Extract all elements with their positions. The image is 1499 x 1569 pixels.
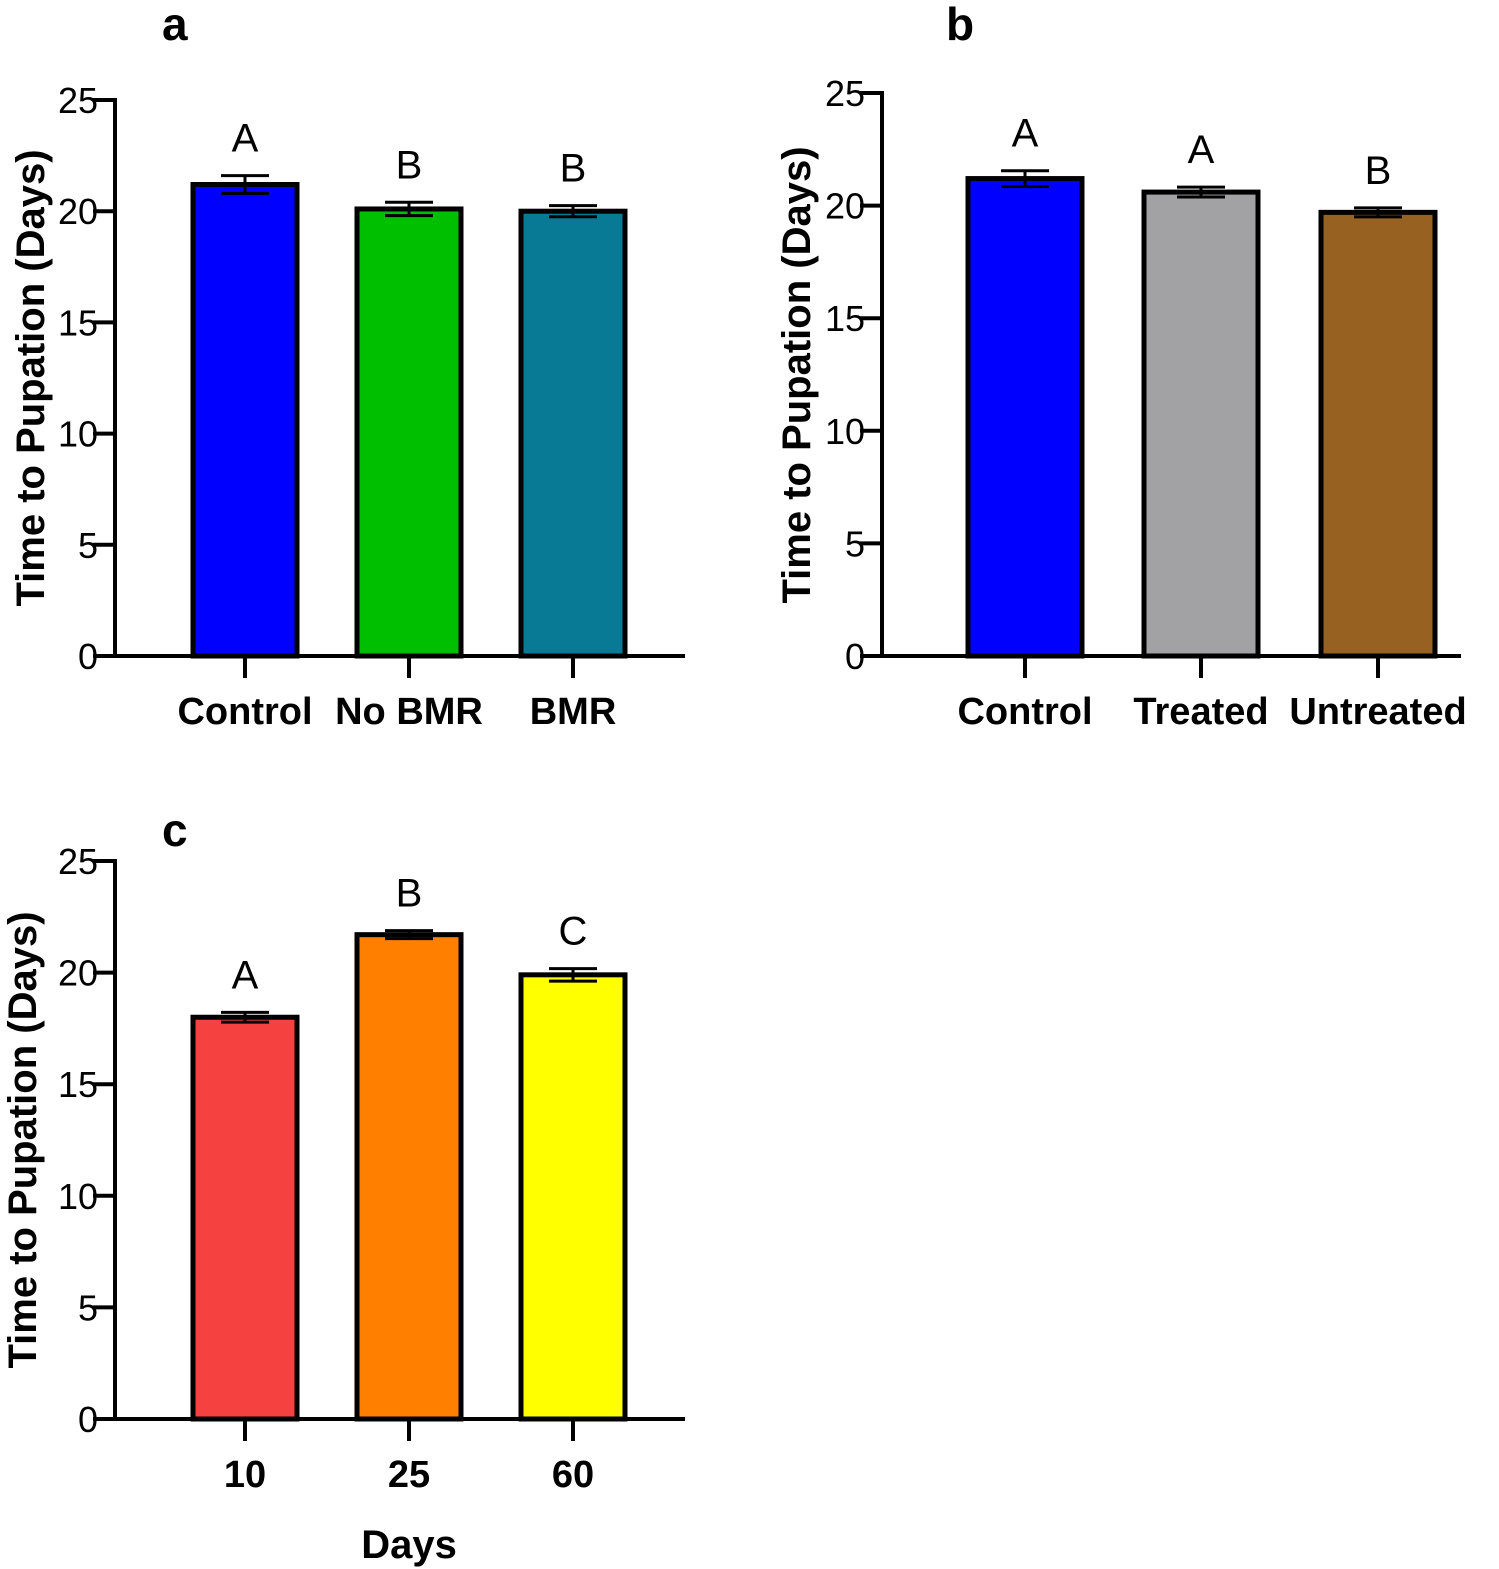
panel-a-y-tick-label-25: 25 bbox=[58, 80, 98, 121]
panel-a-bar-2 bbox=[354, 206, 464, 659]
panel-a-y-tick-label-15: 15 bbox=[58, 302, 98, 343]
panel-b-significance-label-3: B bbox=[1365, 149, 1392, 193]
panel-b-bar-2 bbox=[1141, 189, 1261, 659]
panel-c-y-tick-label-25: 25 bbox=[58, 841, 98, 882]
panel-c-y-tick-label-5: 5 bbox=[78, 1287, 98, 1328]
panel-a-y-tick-label-5: 5 bbox=[78, 525, 98, 566]
panel-c-x-tick-label-2: 25 bbox=[388, 1454, 430, 1496]
panel-c-y-tick-label-0: 0 bbox=[78, 1399, 98, 1440]
panel-b-y-axis-title: Time to Pupation (Days) bbox=[775, 146, 819, 603]
panel-b-y-tick-label-20: 20 bbox=[825, 186, 865, 227]
panel-c-bar-1 bbox=[190, 1014, 300, 1422]
panel-b: b Time to Pupation (Days) A Control A Treat… bbox=[775, 0, 1467, 733]
panel-a-y-axis-title: Time to Pupation (Days) bbox=[9, 149, 53, 606]
panel-b-significance-label-1: A bbox=[1012, 112, 1039, 156]
panel-a-bar-3 bbox=[518, 208, 628, 659]
panel-a-x-tick-label-3: BMR bbox=[530, 691, 617, 733]
panel-c: c Time to Pupation (Days) Days A 10 B 25 C 60… bbox=[1, 804, 685, 1567]
panel-a: a Time to Pupation (Days) A Control B No BM… bbox=[9, 0, 685, 733]
panel-c-x-tick-label-3: 60 bbox=[552, 1454, 594, 1496]
panel-b-y-tick-label-15: 15 bbox=[825, 298, 865, 339]
panel-c-significance-label-3: C bbox=[559, 910, 588, 954]
panel-b-x-tick-label-1: Control bbox=[957, 691, 1092, 733]
panel-c-significance-label-2: B bbox=[396, 872, 423, 916]
panel-c-x-axis-title: Days bbox=[361, 1523, 457, 1567]
panel-b-y-tick-label-25: 25 bbox=[825, 73, 865, 114]
panel-b-y-tick-label-5: 5 bbox=[845, 523, 865, 564]
panel-b-x-tick-label-3: Untreated bbox=[1289, 691, 1466, 733]
panel-b-bar-1 bbox=[965, 176, 1085, 659]
panel-a-y-tick-label-20: 20 bbox=[58, 191, 98, 232]
panel-b-bar-3 bbox=[1318, 209, 1438, 659]
panel-b-y-tick-label-10: 10 bbox=[825, 411, 865, 452]
panel-c-y-tick-label-15: 15 bbox=[58, 1064, 98, 1105]
panel-a-significance-label-3: B bbox=[560, 147, 587, 191]
panel-c-x-tick-label-1: 10 bbox=[224, 1454, 266, 1496]
panel-a-significance-label-1: A bbox=[232, 117, 259, 161]
panel-a-x-tick-label-2: No BMR bbox=[335, 691, 483, 733]
panel-c-y-tick-label-10: 10 bbox=[58, 1176, 98, 1217]
panel-letter-a: a bbox=[162, 0, 188, 50]
panel-a-significance-label-2: B bbox=[396, 143, 423, 187]
panel-b-y-tick-label-0: 0 bbox=[845, 636, 865, 677]
panel-c-y-tick-label-20: 20 bbox=[58, 953, 98, 994]
panel-a-y-tick-label-0: 0 bbox=[78, 636, 98, 677]
panel-letter-c: c bbox=[162, 804, 188, 856]
panel-c-bar-3 bbox=[518, 972, 628, 1422]
panel-c-bar-2 bbox=[354, 932, 464, 1422]
panel-b-x-tick-label-2: Treated bbox=[1133, 691, 1268, 733]
panel-c-significance-label-1: A bbox=[232, 953, 259, 997]
panel-a-x-tick-label-1: Control bbox=[177, 691, 312, 733]
panel-a-bar-1 bbox=[190, 182, 300, 659]
panel-letter-b: b bbox=[946, 0, 974, 50]
panel-b-significance-label-2: A bbox=[1188, 128, 1215, 172]
panel-a-y-tick-label-10: 10 bbox=[58, 414, 98, 455]
panel-c-y-axis-title: Time to Pupation (Days) bbox=[1, 911, 45, 1368]
